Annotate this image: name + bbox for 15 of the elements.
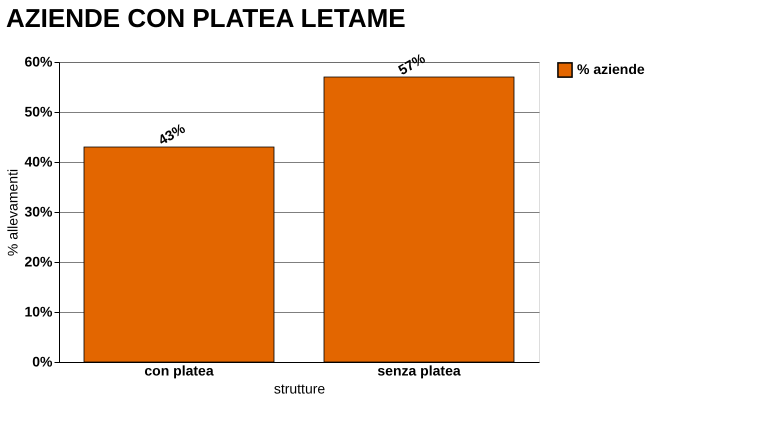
data-label: 43%	[155, 120, 188, 148]
chart-title: AZIENDE CON PLATEA LETAME	[6, 2, 406, 33]
y-tick-label: 60%	[24, 54, 54, 70]
y-axis-title: % allevamenti	[4, 168, 20, 256]
x-axis-title: strutture	[274, 380, 326, 396]
x-tick-label: con platea	[144, 362, 214, 378]
y-tick-label: 20%	[24, 254, 54, 270]
y-tick-label: 0%	[32, 354, 54, 370]
x-tick-label: senza platea	[377, 362, 461, 378]
y-tick-label: 10%	[24, 304, 54, 320]
y-tick-label: 50%	[24, 104, 54, 120]
data-label: 57%	[395, 50, 428, 78]
y-tick-label: 40%	[24, 154, 54, 170]
legend-label: % aziende	[577, 61, 645, 77]
y-tick-label: 30%	[24, 204, 54, 220]
